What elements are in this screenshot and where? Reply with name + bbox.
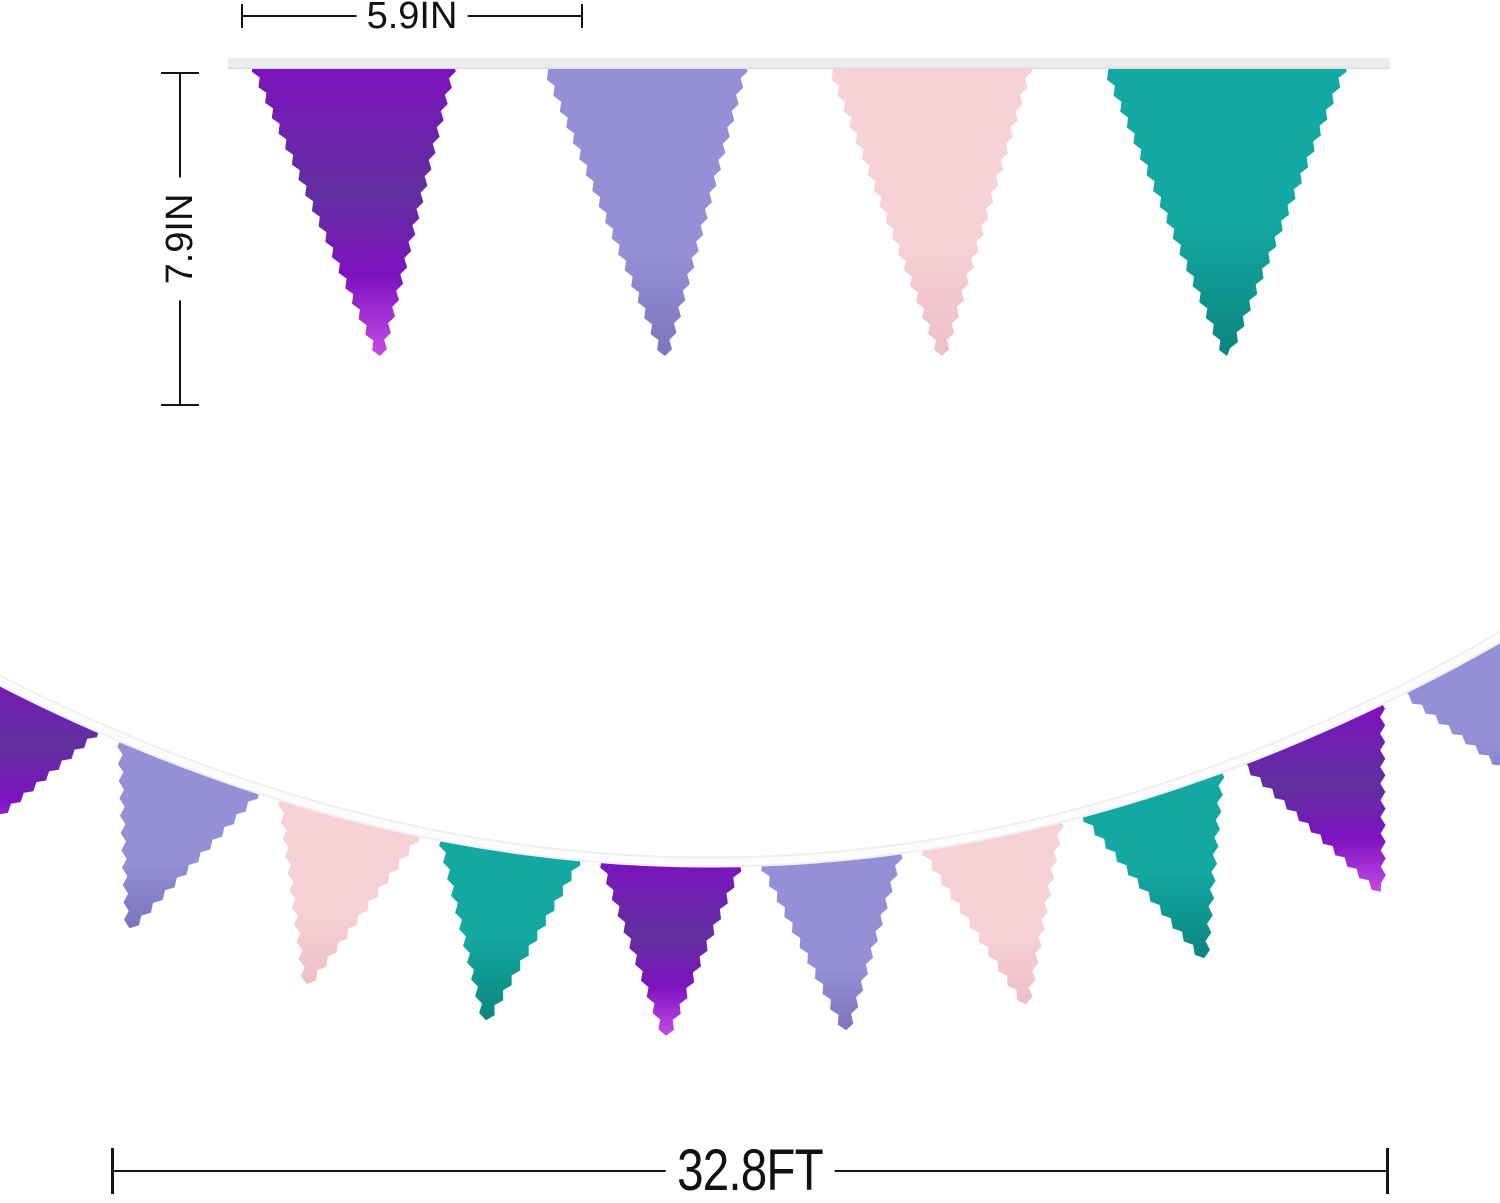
lavender-pennant-flag xyxy=(761,849,903,1031)
dimension-end-tick xyxy=(581,4,583,28)
flag-width-value: 5.9IN xyxy=(356,0,468,35)
flag-width-dimension: 5.9IN xyxy=(241,0,583,35)
dimension-end-tick xyxy=(241,4,243,28)
dimension-end-tick xyxy=(1386,1148,1389,1194)
purple-pennant-flag xyxy=(600,857,742,1036)
swag-banner-flags xyxy=(0,635,1500,1036)
dimension-end-tick xyxy=(161,404,199,406)
pink-pennant-flag xyxy=(278,796,420,985)
pink-pennant-flag xyxy=(830,62,1033,356)
flag-height-value: 7.9IN xyxy=(159,177,201,301)
banner-length-dimension: 32.8FT xyxy=(111,1142,1389,1200)
teal-pennant-flag xyxy=(439,836,581,1021)
dimension-end-tick xyxy=(111,1148,114,1194)
teal-pennant-flag xyxy=(1105,62,1347,356)
lavender-pennant-flag xyxy=(1402,635,1500,766)
purple-pennant-flag xyxy=(0,679,100,815)
teal-pennant-flag xyxy=(1082,768,1225,959)
flag-height-dimension: 7.9IN xyxy=(159,72,201,406)
dimension-end-tick xyxy=(161,72,199,74)
swag-banner-string xyxy=(0,630,1500,868)
lavender-pennant-flag xyxy=(545,62,748,356)
pink-pennant-flag xyxy=(922,817,1064,1005)
purple-pennant-flag xyxy=(251,62,456,356)
top-banner-ribbon xyxy=(228,58,1390,69)
lavender-pennant-flag xyxy=(117,737,260,929)
top-banner-flags xyxy=(251,62,1347,356)
banner-length-value: 32.8FT xyxy=(665,1142,835,1200)
